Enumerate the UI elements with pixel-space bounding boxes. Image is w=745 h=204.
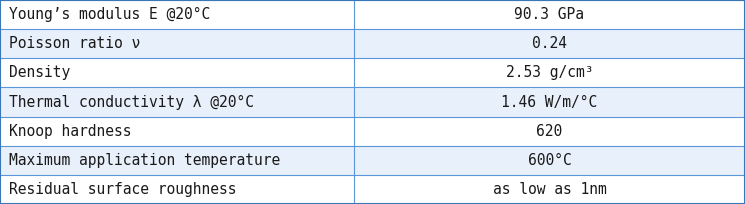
Bar [0,58,745,88]
Text: Thermal conductivity λ @20°C: Thermal conductivity λ @20°C [9,94,254,110]
Text: Poisson ratio ν: Poisson ratio ν [9,36,140,51]
Bar [0,29,745,58]
Text: 1.46 W/m/°C: 1.46 W/m/°C [501,94,597,110]
Text: Maximum application temperature: Maximum application temperature [9,153,280,168]
Text: 600°C: 600°C [527,153,571,168]
Text: Young’s modulus E @20°C: Young’s modulus E @20°C [9,7,210,22]
Text: Residual surface roughness: Residual surface roughness [9,182,236,197]
Text: 0.24: 0.24 [532,36,567,51]
Text: as low as 1nm: as low as 1nm [492,182,606,197]
Bar [0,0,745,29]
Bar [0,175,745,204]
Bar [0,146,745,175]
Text: 90.3 GPa: 90.3 GPa [515,7,584,22]
Text: Knoop hardness: Knoop hardness [9,124,131,139]
Text: 620: 620 [536,124,562,139]
Text: Density: Density [9,65,70,80]
Bar [0,116,745,146]
Text: 2.53 g/cm³: 2.53 g/cm³ [506,65,593,80]
Bar [0,88,745,116]
